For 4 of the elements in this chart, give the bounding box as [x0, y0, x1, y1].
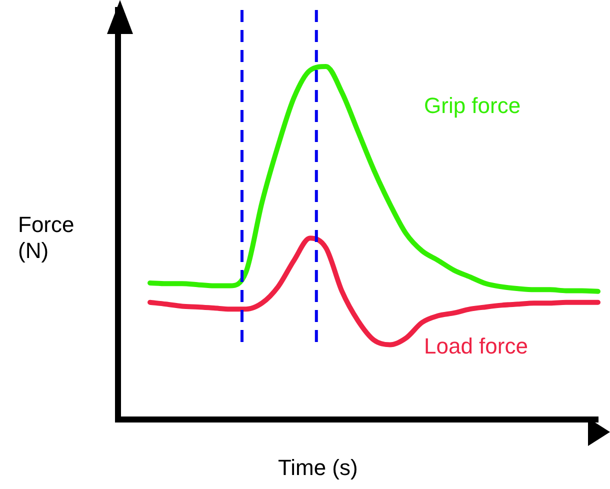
x-axis-title: Time (s): [278, 455, 358, 481]
text: Grip force: [424, 93, 521, 118]
series-label: Load force: [424, 334, 528, 359]
y-axis-title: Force (N): [18, 212, 74, 264]
